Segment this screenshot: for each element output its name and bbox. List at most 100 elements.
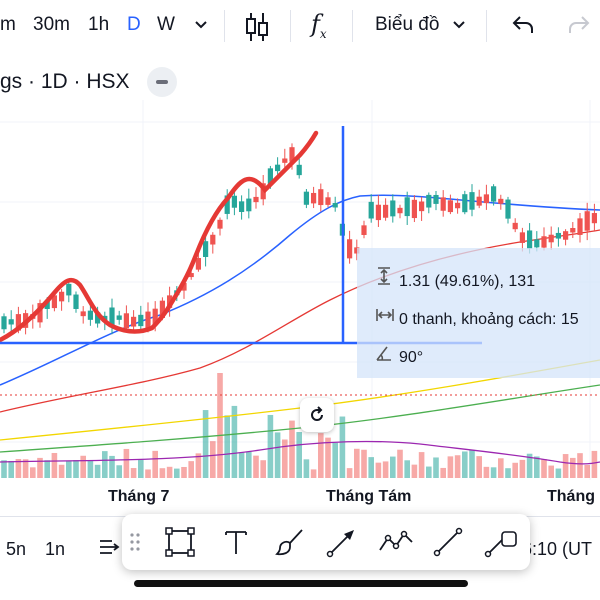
volume-bar xyxy=(570,457,576,478)
volume-bar xyxy=(224,415,230,478)
candle-body xyxy=(411,199,417,219)
candle-body xyxy=(368,201,374,219)
volume-bar xyxy=(195,453,202,478)
chart-type-label[interactable]: Biểu đồ xyxy=(375,14,440,35)
candle-body xyxy=(80,311,86,317)
x-axis-label-july: Tháng 7 xyxy=(108,488,170,505)
volume-bar xyxy=(80,455,86,478)
range-1n-button[interactable]: 1n xyxy=(45,539,66,559)
chart-type-chevron-icon[interactable] xyxy=(450,12,468,42)
volume-bar xyxy=(202,410,209,478)
volume-bar xyxy=(102,451,108,478)
candle-body xyxy=(512,222,518,230)
candle-body xyxy=(203,241,209,257)
volume-bar xyxy=(433,457,439,478)
brush-tool-icon[interactable] xyxy=(274,526,306,558)
arrow-tool-icon[interactable] xyxy=(326,526,358,558)
candle-body xyxy=(505,199,511,219)
volume-bar xyxy=(541,459,547,478)
volume-bar xyxy=(159,468,166,478)
candle-body xyxy=(419,201,425,212)
volume-bar xyxy=(238,452,245,478)
volume-bar xyxy=(354,448,360,478)
undo-icon[interactable] xyxy=(510,12,536,44)
candle-body xyxy=(210,234,216,245)
volume-bar xyxy=(94,464,101,478)
candle-body xyxy=(577,218,583,235)
volume-bar xyxy=(87,460,94,478)
candle-body xyxy=(375,204,381,221)
candle-body xyxy=(246,198,252,212)
candle-body xyxy=(296,164,302,176)
volume-bar xyxy=(426,466,432,478)
candle-body xyxy=(51,295,57,309)
candlestick-icon[interactable] xyxy=(244,10,270,50)
interval-1h[interactable]: 1h xyxy=(88,14,110,35)
volume-bar xyxy=(548,465,554,478)
collapse-legend-button[interactable] xyxy=(147,67,177,97)
symbol-legend[interactable]: gs · 1D · HSX xyxy=(0,70,130,93)
drag-handle-icon[interactable] xyxy=(126,526,146,558)
measure-price-change: 1.31 (49.61%), 131 xyxy=(399,273,536,290)
volume-bar xyxy=(476,456,482,478)
interval-1d[interactable]: D xyxy=(127,14,141,35)
volume-bar xyxy=(325,437,331,478)
trend-line-tool-icon[interactable] xyxy=(432,526,464,558)
candle-body xyxy=(455,202,461,209)
volume-bar xyxy=(368,457,374,478)
candle-body xyxy=(73,294,79,309)
candle-body xyxy=(44,300,50,310)
candle-body xyxy=(397,207,403,214)
candle-body xyxy=(195,258,201,270)
volume-bar xyxy=(253,455,259,478)
volume-bar xyxy=(346,468,353,478)
candle-body xyxy=(555,232,561,239)
toolbar-divider xyxy=(290,10,291,42)
toolbar-divider xyxy=(224,10,225,42)
reset-chart-button[interactable] xyxy=(300,398,334,432)
volume-bar xyxy=(584,464,590,478)
candle-body xyxy=(303,191,309,205)
candle-body xyxy=(159,300,165,318)
chart-toolbar: m 30m 1h D W fx Biểu đồ xyxy=(0,0,600,54)
volume-bar xyxy=(318,433,324,478)
volume-bar xyxy=(66,461,72,478)
path-tool-icon[interactable] xyxy=(378,526,413,558)
volume-bar xyxy=(483,466,490,478)
volume-bar xyxy=(303,459,310,478)
volume-bar xyxy=(274,432,281,478)
candle-body xyxy=(37,303,43,323)
candle-body xyxy=(239,201,245,212)
candle-body xyxy=(563,231,569,240)
interval-30m[interactable]: 30m xyxy=(33,14,70,35)
interval-1w[interactable]: W xyxy=(157,14,175,35)
volume-bar xyxy=(505,468,511,478)
volume-bar xyxy=(210,441,216,478)
candlesticks xyxy=(1,143,597,335)
volume-bars xyxy=(1,373,598,478)
volume-bar xyxy=(152,450,158,478)
text-tool-icon[interactable] xyxy=(220,526,252,558)
candle-body xyxy=(491,186,497,202)
redo-icon[interactable] xyxy=(566,12,592,44)
price-range-icon xyxy=(375,266,399,291)
candle-body xyxy=(325,197,331,205)
rectangle-tool-icon[interactable] xyxy=(164,526,196,558)
candle-body xyxy=(462,194,468,213)
brush-drawing[interactable] xyxy=(0,130,319,343)
interval-minutes[interactable]: m xyxy=(0,14,16,35)
timezone-clock[interactable]: 6:10 (UT xyxy=(522,539,593,559)
indicators-fx-icon[interactable]: fx xyxy=(311,10,327,41)
candle-body xyxy=(289,147,295,162)
candle-body xyxy=(267,168,273,184)
volume-bar xyxy=(577,453,583,478)
volume-bar xyxy=(440,467,446,478)
candle-body xyxy=(534,239,540,248)
interval-dropdown-chevron-icon[interactable] xyxy=(193,12,209,42)
candle-body xyxy=(469,192,475,210)
volume-bar xyxy=(296,431,302,478)
range-5n-button[interactable]: 5n xyxy=(6,539,27,559)
go-to-date-icon[interactable] xyxy=(96,533,124,566)
angle-icon xyxy=(375,344,399,367)
long-position-tool-icon[interactable] xyxy=(484,526,517,558)
